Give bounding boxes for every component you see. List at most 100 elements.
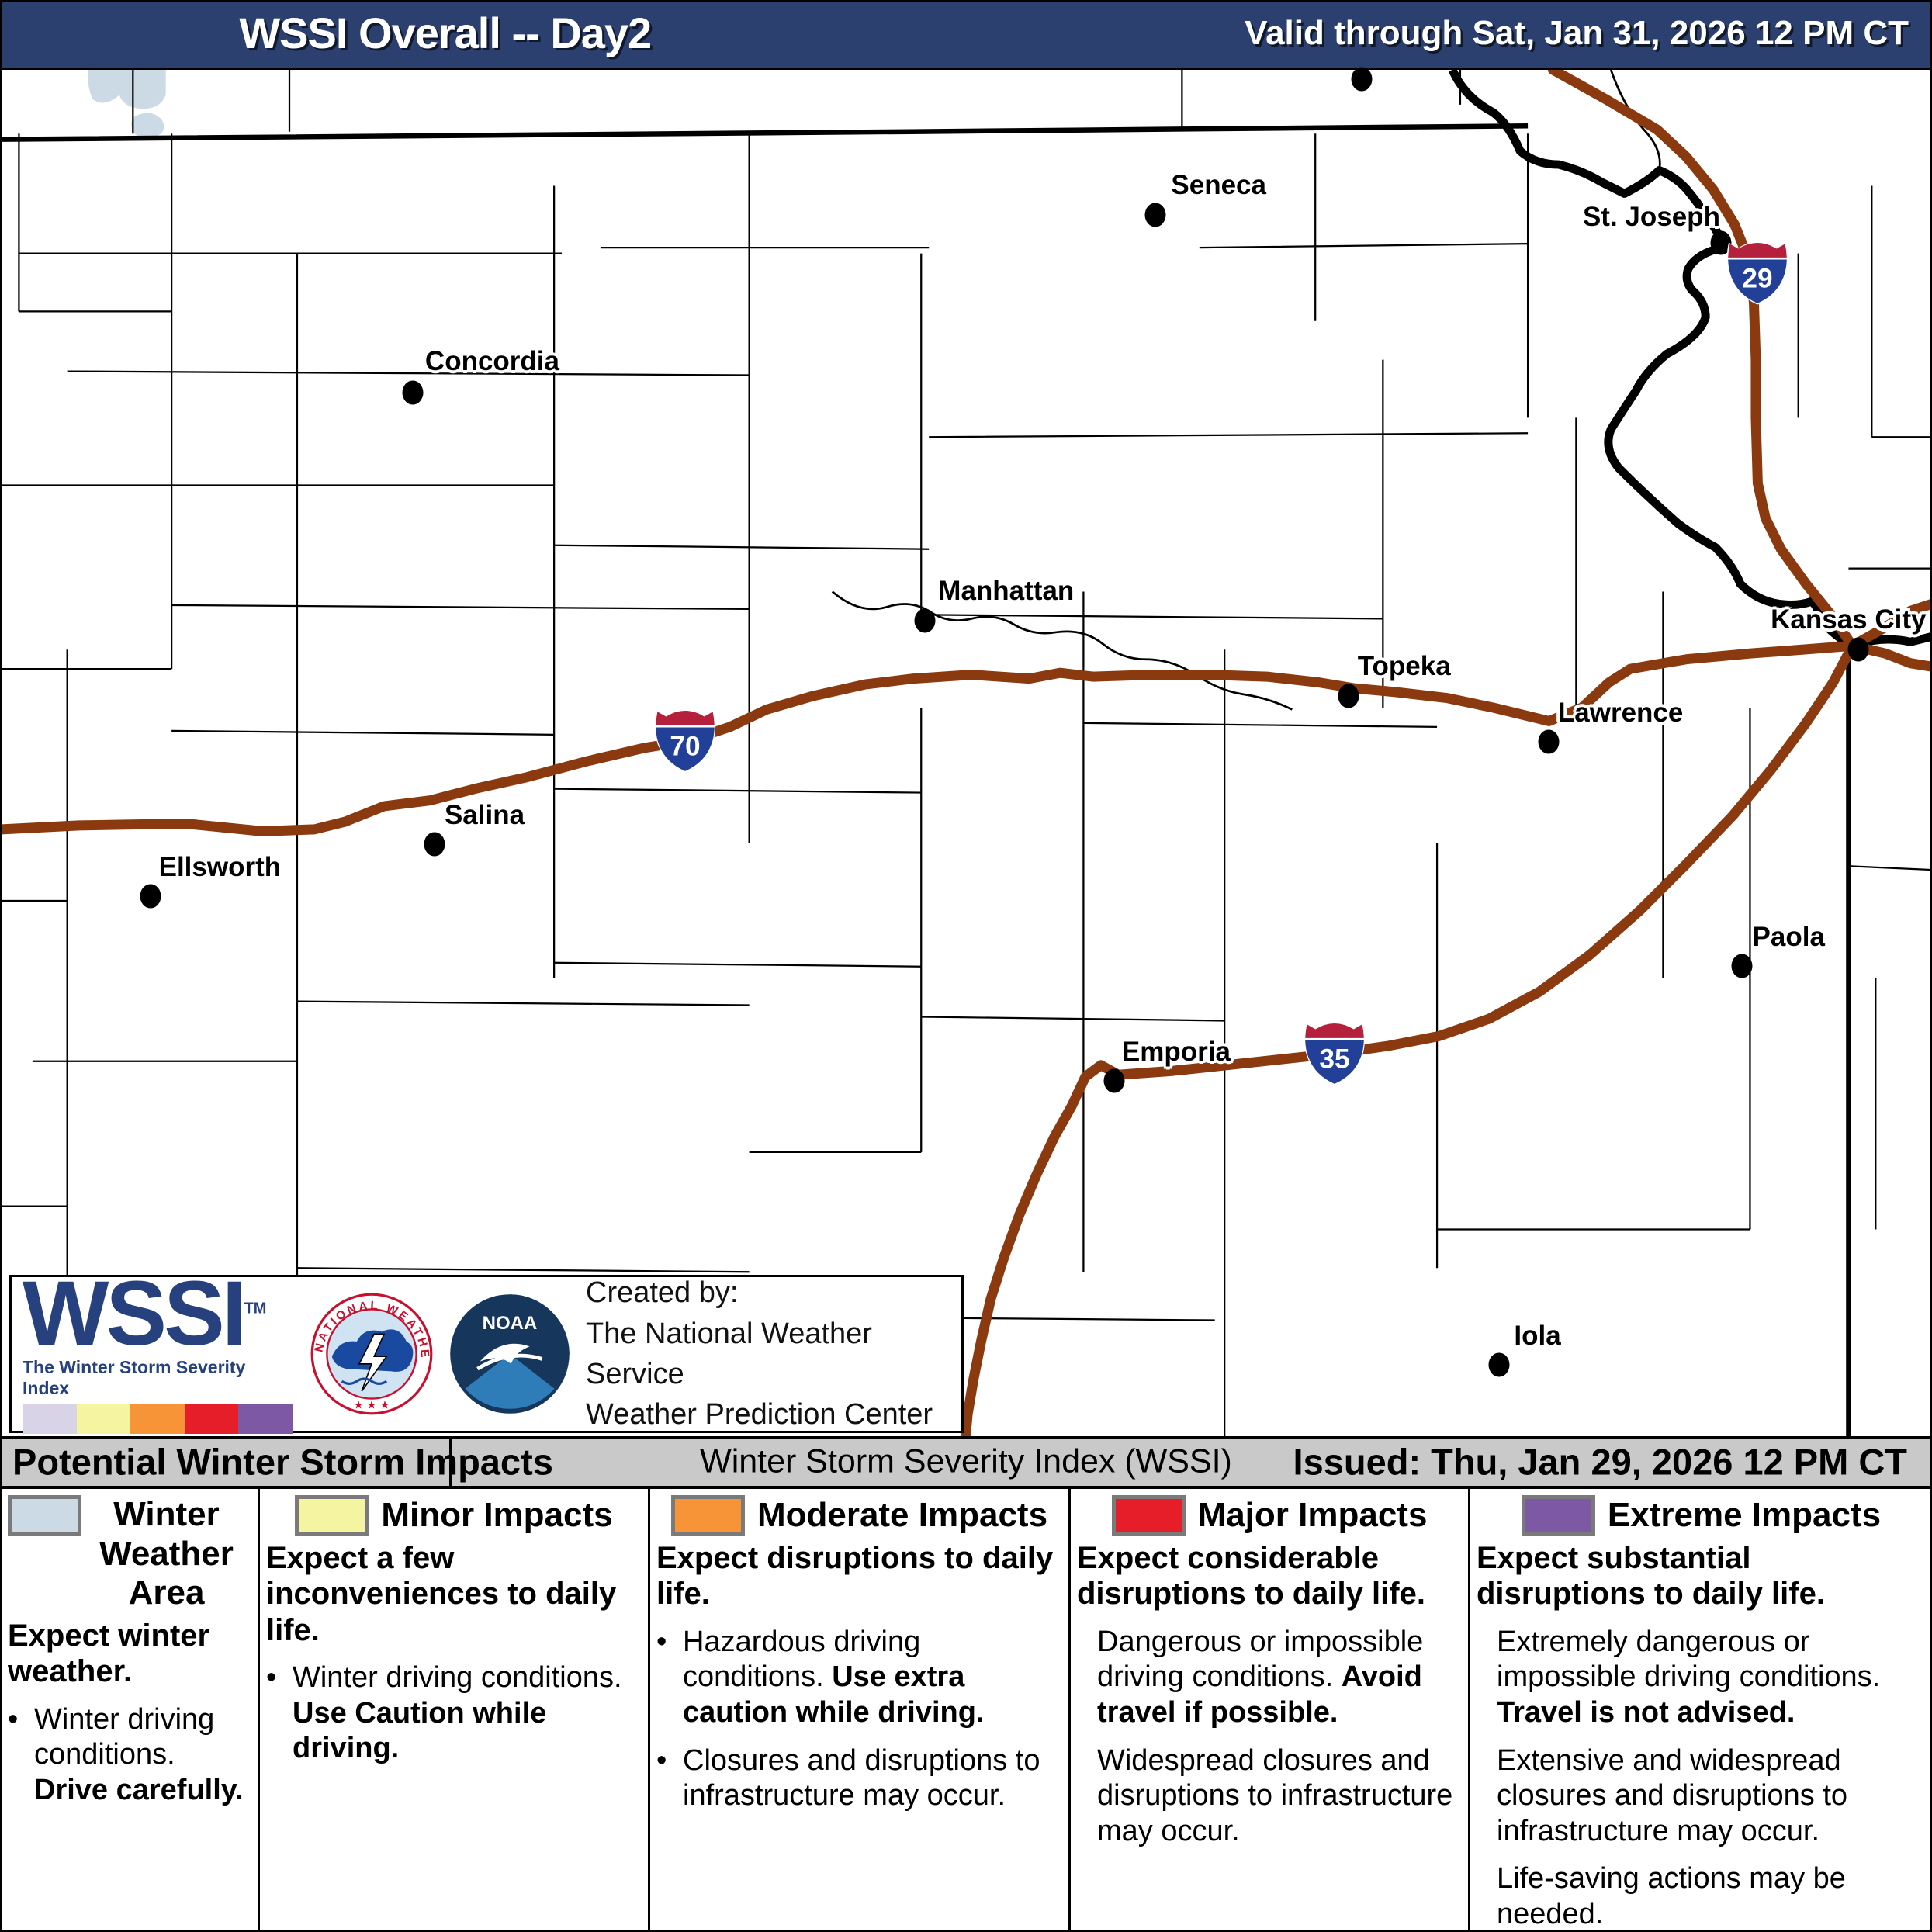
city-label-emporia: Emporia (1121, 1036, 1231, 1067)
legend-item-text: Closures and disruptions to infrastructu… (683, 1743, 1040, 1813)
legend-item: • Winter driving conditions. Drive carefu… (8, 1702, 251, 1809)
legend-item-text: Hazardous driving conditions. Use extra … (683, 1625, 985, 1729)
missouri-river (1448, 70, 1930, 649)
status-bar: Potential Winter Storm Impacts Winter St… (2, 1436, 1930, 1489)
legend-heading-winter-weather-area: Winter Weather Area (8, 1495, 251, 1613)
county-boundaries (2, 70, 1930, 1436)
legend-item-text: Extremely dangerous or impossible drivin… (1497, 1625, 1881, 1729)
legend-item: Widespread closures and disruptions to i… (1077, 1743, 1462, 1850)
svg-text:35: 35 (1320, 1044, 1350, 1075)
city-label-concordia: Concordia (424, 346, 559, 377)
city-dot-ellsworth (140, 884, 161, 909)
bullet-icon: • (8, 1702, 19, 1736)
wssi-tagline: The Winter Storm Severity Index (23, 1356, 246, 1398)
city-label-salina: Salina (444, 799, 525, 830)
state-borders (2, 123, 1851, 1436)
highway-i70 (2, 640, 1858, 836)
noaa-text: NOAA (483, 1313, 538, 1334)
created-by-line: Weather Prediction Center (586, 1398, 933, 1432)
status-center-title: Winter Storm Severity Index (WSSI) (700, 1442, 1232, 1480)
legend-title-moderate-impacts: Moderate Impacts (757, 1495, 1048, 1534)
city-dot-paola (1731, 954, 1753, 978)
legend-column-moderate-impacts: Moderate Impacts Expect disruptions to da… (648, 1489, 1068, 1930)
legend-title-winter-weather-area: Winter Weather Area (99, 1495, 234, 1612)
legend-item-text: Life-saving actions may be needed. (1497, 1862, 1846, 1930)
legend-swatch-extreme-impacts (1521, 1495, 1595, 1536)
interstate-35-shield-icon: 35 (1300, 1016, 1369, 1091)
interstate-highways (2, 70, 1930, 1436)
map-base-layers (2, 70, 1930, 1436)
legend-item: Extensive and widespread closures and di… (1477, 1743, 1926, 1850)
legend-item: • Hazardous driving conditions. Use extra… (656, 1625, 1062, 1731)
city-label-seneca: Seneca (1171, 170, 1266, 201)
highway-i70-east (1847, 640, 1930, 672)
city-dot-topeka (1338, 684, 1359, 708)
legend-intro-winter-weather-area: Expect winter weather. (8, 1618, 210, 1689)
highway-i29 (1547, 70, 1858, 651)
city-layer: Seneca St. Joseph Concordia Manhattan Topeka… (2, 67, 1930, 1436)
wssi-colorbar-segment-0 (23, 1404, 77, 1434)
legend-item-bold-text: Drive carefully. (34, 1773, 244, 1806)
svg-text:70: 70 (670, 731, 701, 761)
svg-text:29: 29 (1743, 263, 1773, 293)
wssi-colorbar-segment-4 (238, 1404, 293, 1434)
svg-text:★ ★ ★: ★ ★ ★ (354, 1399, 390, 1411)
created-by-text: Created by: The National Weather Service W… (586, 1272, 950, 1435)
legend-heading-extreme-impacts: Extreme Impacts (1477, 1495, 1926, 1536)
city-label-manhattan: Manhattan (938, 576, 1075, 607)
minor-river-lines (831, 70, 1661, 711)
created-by-line: The National Weather Service (586, 1317, 872, 1390)
city-label-ellsworth: Ellsworth (158, 851, 282, 882)
legend-item-text: Widespread closures and disruptions to i… (1097, 1743, 1453, 1847)
bullet-icon: • (656, 1743, 667, 1777)
city-label-kansas-city: Kansas City (1771, 604, 1927, 635)
wssi-colorbar-segment-1 (76, 1404, 131, 1434)
interstate-29-shield-icon: 29 (1723, 235, 1792, 310)
legend-item-text: Winter driving conditions. Drive careful… (34, 1702, 244, 1806)
legend-item-bold-text: Avoid travel if possible. (1097, 1660, 1422, 1729)
city-dot-salina (424, 832, 445, 857)
city-dot-lawrence (1538, 729, 1560, 754)
city-dot-manhattan (914, 608, 936, 633)
page-title: WSSI Overall -- Day2 (239, 8, 652, 57)
legend-item-bold-text: Travel is not advised. (1497, 1695, 1795, 1729)
legend-intro-extreme-impacts: Expect substantial disruptions to daily … (1477, 1541, 1825, 1612)
legend-column-extreme-impacts: Extreme Impacts Expect substantial disrup… (1468, 1489, 1930, 1930)
legend-item: • Winter driving conditions. Use Caution … (266, 1660, 642, 1767)
noaa-seal-icon: NOAA (450, 1294, 570, 1414)
map-canvas[interactable]: Seneca St. Joseph Concordia Manhattan Topeka… (2, 67, 1930, 1436)
legend-heading-moderate-impacts: Moderate Impacts (656, 1495, 1062, 1536)
city-label-iola: Iola (1514, 1320, 1561, 1351)
legend-title-extreme-impacts: Extreme Impacts (1607, 1495, 1882, 1534)
legend-item: Extremely dangerous or impossible drivin… (1477, 1625, 1926, 1731)
winter-weather-area-polygon (88, 70, 166, 138)
legend-swatch-moderate-impacts (670, 1495, 745, 1536)
valid-through-text: Valid through Sat, Jan 31, 2026 12 PM CT (1245, 14, 1909, 52)
created-by-line: Created by: (586, 1276, 739, 1310)
highway-i35 (961, 640, 1858, 1436)
legend-swatch-major-impacts (1111, 1495, 1186, 1536)
wssi-severity-colorbar (23, 1404, 293, 1434)
legend-item: Life-saving actions may be needed. (1477, 1861, 1926, 1930)
city-label-lawrence: Lawrence (1557, 697, 1684, 728)
legend-title-major-impacts: Major Impacts (1197, 1495, 1428, 1534)
highway-northeast (1847, 598, 1930, 651)
legend-intro-major-impacts: Expect considerable disruptions to daily… (1077, 1541, 1425, 1612)
legend-item-bold-text: Use Caution while driving. (293, 1696, 547, 1765)
legend-swatch-minor-impacts (295, 1495, 369, 1536)
city-dot-seneca (1144, 203, 1166, 227)
status-issued-text: Issued: Thu, Jan 29, 2026 12 PM CT (1293, 1441, 1907, 1483)
city-dot-iola (1488, 1352, 1510, 1377)
trademark: TM (244, 1300, 267, 1317)
city-dot-concordia (402, 380, 424, 405)
header-bar: WSSI Overall -- Day2 Valid through Sat, … (2, 2, 1930, 70)
bullet-icon: • (656, 1625, 667, 1658)
wssi-colorbar-segment-2 (130, 1404, 185, 1434)
legend-item-text: Winter driving conditions. Use Caution w… (293, 1661, 622, 1765)
legend-item-text: Dangerous or impossible driving conditio… (1097, 1625, 1424, 1729)
status-left-title: Potential Winter Storm Impacts (12, 1441, 553, 1483)
wssi-logo-text: WSSITM (23, 1262, 267, 1366)
city-label-st-joseph: St. Joseph (1582, 201, 1720, 232)
legend-intro-moderate-impacts: Expect disruptions to daily life. (656, 1541, 1054, 1612)
legend-column-winter-weather-area: Winter Weather Area Expect winter weather… (2, 1489, 258, 1930)
